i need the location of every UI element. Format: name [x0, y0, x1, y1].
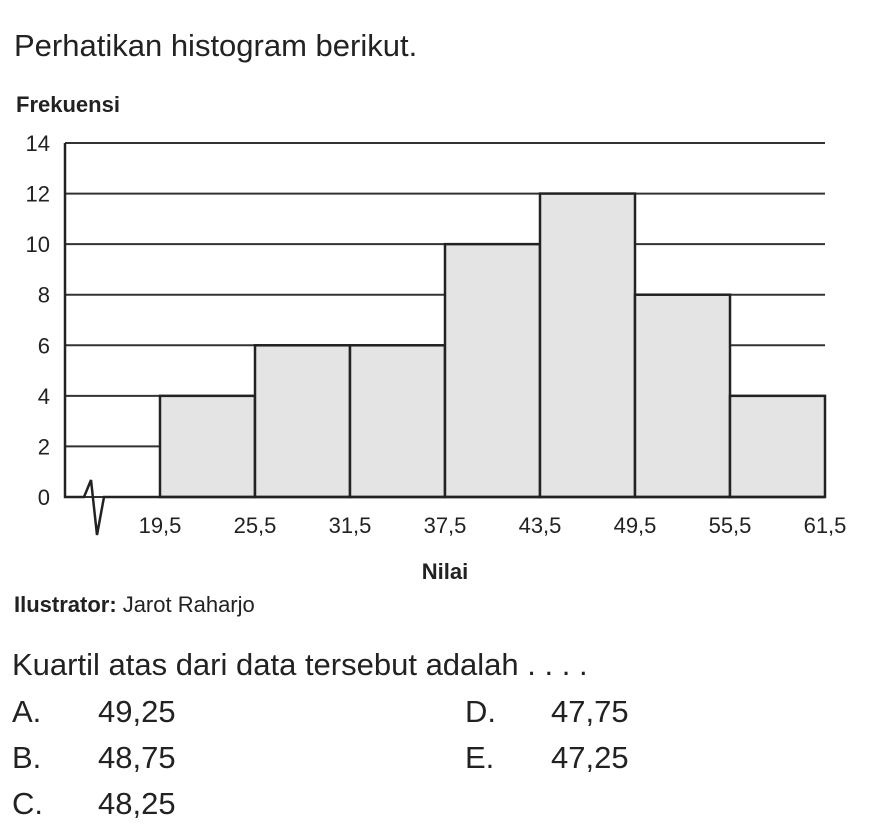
- y-tick-label: 2: [38, 434, 50, 459]
- y-tick-label: 14: [26, 131, 50, 156]
- bar: [728, 394, 827, 499]
- y-axis-label: Frekuensi: [16, 92, 120, 117]
- question: Kuartil atas dari data tersebut adalah .…: [12, 647, 588, 682]
- credit-label: Ilustrator:: [14, 592, 117, 617]
- bar: [348, 344, 447, 499]
- option-letter: D.: [465, 694, 496, 729]
- bar: [158, 394, 257, 499]
- x-tick-label: 37,5: [424, 513, 467, 538]
- x-tick-label: 55,5: [709, 513, 752, 538]
- option-text: 47,75: [551, 694, 629, 729]
- bar: [633, 293, 732, 499]
- option-letter: E.: [465, 740, 494, 775]
- x-tick-label: 61,5: [804, 513, 847, 538]
- y-tick-label: 6: [38, 333, 50, 358]
- x-tick-label: 49,5: [614, 513, 657, 538]
- intro: Perhatikan histogram berikut.: [14, 28, 417, 63]
- bar: [538, 192, 637, 499]
- plot: 0 2 4 6 8 10 12 14 19,5 25,5 31,5 37,5 43,5 49,5 55,5 6…: [26, 131, 847, 538]
- options: A. 49,25 B. 48,75 C. 48,25 D. 47,75 E. 47,25: [12, 694, 629, 821]
- option-text: 48,25: [98, 786, 176, 821]
- x-axis-label: Nilai: [422, 559, 468, 584]
- option-text: 49,25: [98, 694, 176, 729]
- x-tick-label: 19,5: [139, 513, 182, 538]
- y-tick-label: 12: [26, 182, 50, 207]
- x-tick-label: 43,5: [519, 513, 562, 538]
- option-letter: B.: [12, 740, 41, 775]
- option-letter: C.: [12, 786, 43, 821]
- bar: [443, 242, 542, 499]
- y-tick-label: 8: [38, 283, 50, 308]
- y-tick-label: 4: [38, 384, 50, 409]
- option-letter: A.: [12, 694, 41, 729]
- credit: Ilustrator: Jarot Raharjo: [14, 592, 255, 617]
- credit-name: Jarot Raharjo: [123, 592, 255, 617]
- x-tick-label: 25,5: [234, 513, 277, 538]
- x-tick-label: 31,5: [329, 513, 372, 538]
- y-tick-label: 10: [26, 232, 50, 257]
- y-tick-label: 0: [38, 485, 50, 510]
- option-text: 47,25: [551, 740, 629, 775]
- axis-line: [63, 143, 825, 536]
- bar: [253, 344, 352, 499]
- option-text: 48,75: [98, 740, 176, 775]
